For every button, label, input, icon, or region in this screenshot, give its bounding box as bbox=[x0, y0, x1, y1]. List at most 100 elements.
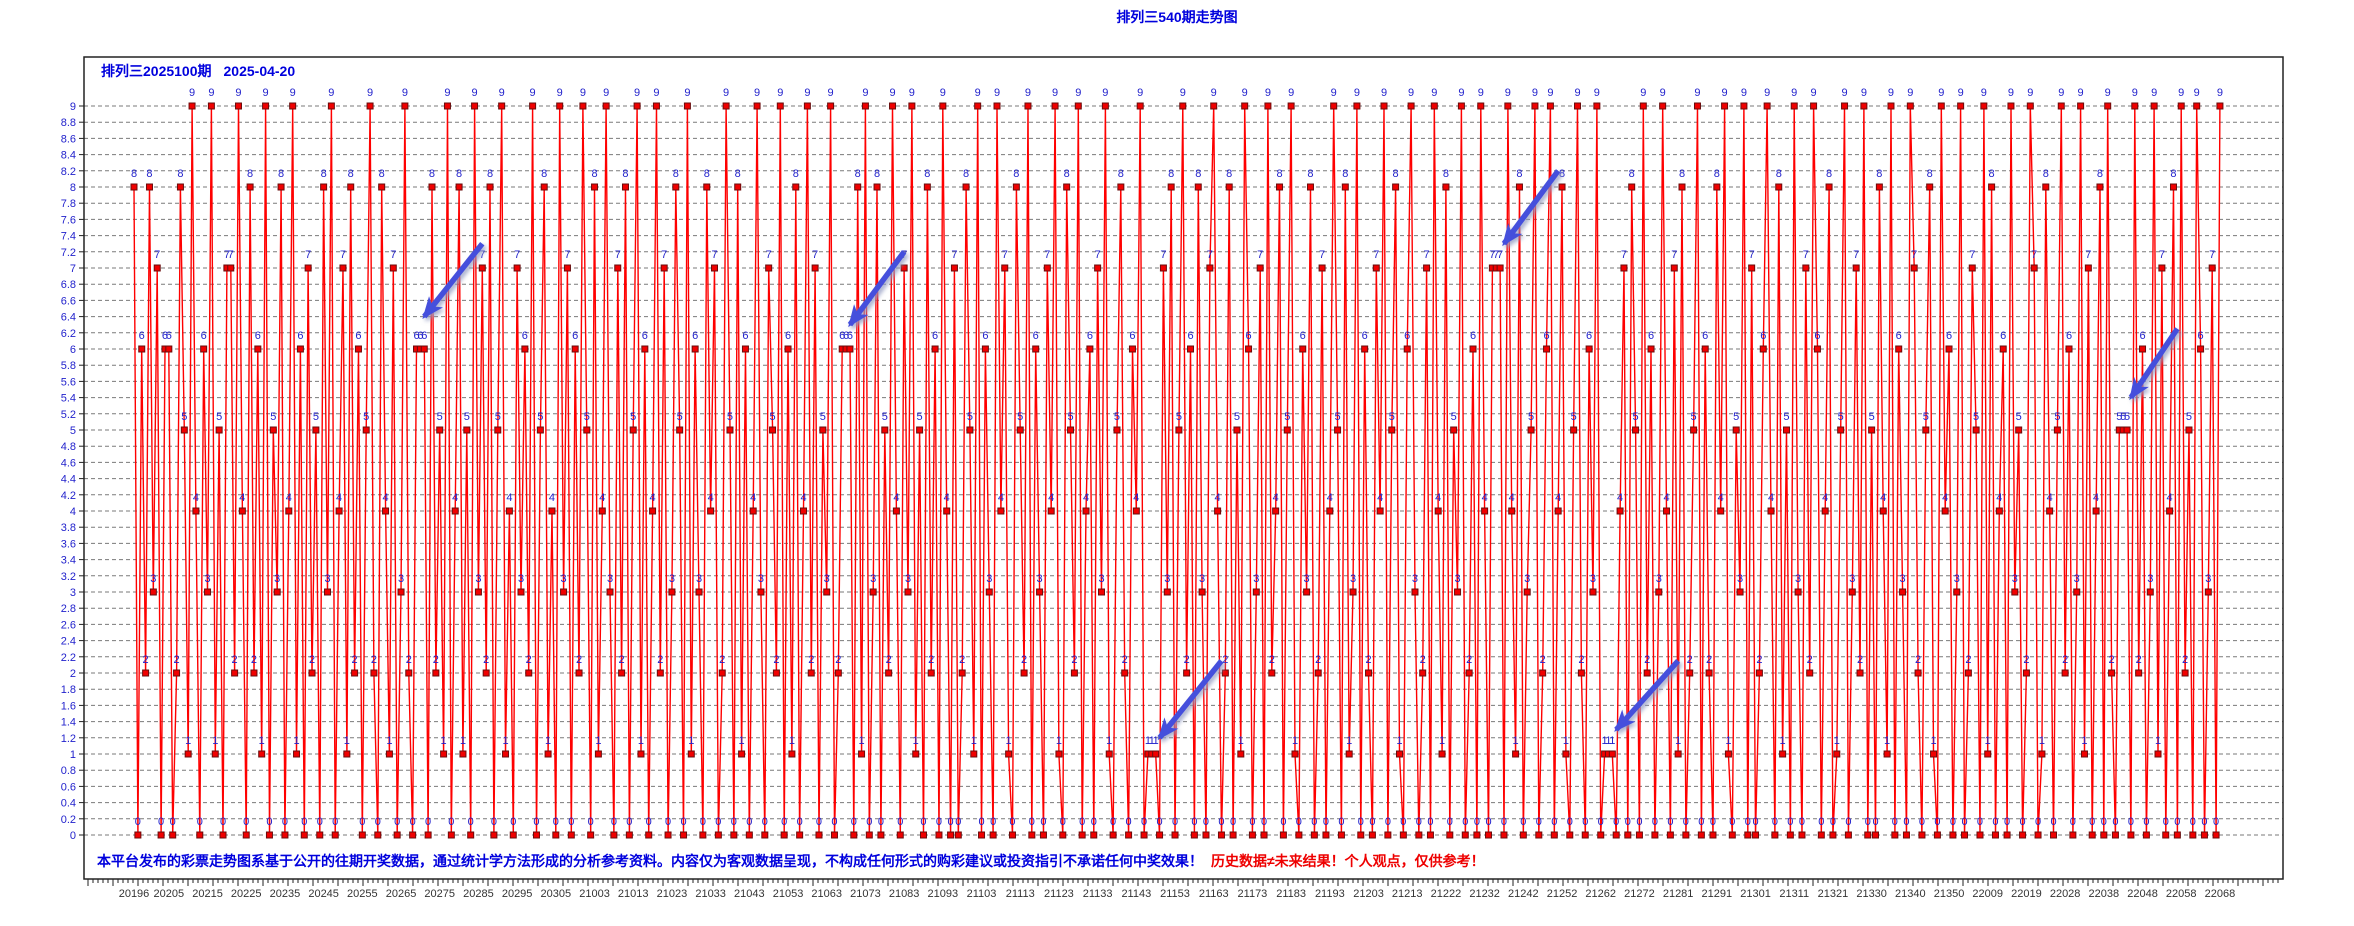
svg-text:9: 9 bbox=[1288, 87, 1294, 99]
svg-text:3: 3 bbox=[1954, 573, 1960, 585]
svg-text:7: 7 bbox=[1749, 249, 1755, 261]
svg-text:9: 9 bbox=[530, 87, 536, 99]
svg-text:8: 8 bbox=[146, 168, 152, 180]
svg-text:2: 2 bbox=[2136, 654, 2142, 666]
svg-text:1: 1 bbox=[1238, 735, 1244, 747]
svg-text:9: 9 bbox=[1052, 87, 1058, 99]
svg-text:0: 0 bbox=[1191, 816, 1197, 828]
svg-text:21301: 21301 bbox=[1740, 888, 1771, 900]
svg-text:6: 6 bbox=[847, 330, 853, 342]
svg-text:21340: 21340 bbox=[1895, 888, 1926, 900]
svg-text:8: 8 bbox=[1168, 168, 1174, 180]
svg-text:21023: 21023 bbox=[657, 888, 688, 900]
svg-text:21272: 21272 bbox=[1624, 888, 1655, 900]
svg-text:1: 1 bbox=[1149, 735, 1155, 747]
svg-text:0: 0 bbox=[1296, 816, 1302, 828]
svg-text:9: 9 bbox=[653, 87, 659, 99]
svg-text:7: 7 bbox=[1671, 249, 1677, 261]
svg-text:6: 6 bbox=[692, 330, 698, 342]
data-points bbox=[130, 102, 2224, 839]
svg-text:21113: 21113 bbox=[1006, 888, 1035, 900]
svg-text:5: 5 bbox=[727, 411, 733, 423]
svg-text:2: 2 bbox=[406, 654, 412, 666]
svg-text:3: 3 bbox=[1350, 573, 1356, 585]
svg-text:20255: 20255 bbox=[347, 888, 378, 900]
svg-text:1: 1 bbox=[1439, 735, 1445, 747]
svg-text:2: 2 bbox=[1644, 654, 1650, 666]
svg-text:0: 0 bbox=[1598, 816, 1604, 828]
svg-text:6: 6 bbox=[1648, 330, 1654, 342]
svg-text:9: 9 bbox=[1137, 87, 1143, 99]
svg-text:7: 7 bbox=[615, 249, 621, 261]
svg-text:3: 3 bbox=[2205, 573, 2211, 585]
svg-text:6.4: 6.4 bbox=[61, 312, 76, 324]
svg-text:9: 9 bbox=[2058, 87, 2064, 99]
svg-text:0: 0 bbox=[1536, 816, 1542, 828]
svg-text:0: 0 bbox=[2101, 816, 2107, 828]
svg-text:8.8: 8.8 bbox=[61, 117, 76, 129]
svg-text:0: 0 bbox=[781, 816, 787, 828]
svg-text:0: 0 bbox=[1385, 816, 1391, 828]
svg-text:0: 0 bbox=[410, 816, 416, 828]
svg-text:8: 8 bbox=[1307, 168, 1313, 180]
svg-text:5: 5 bbox=[1973, 411, 1979, 423]
svg-text:6: 6 bbox=[297, 330, 303, 342]
svg-text:1: 1 bbox=[70, 749, 76, 761]
svg-text:6: 6 bbox=[742, 330, 748, 342]
svg-text:7: 7 bbox=[1803, 249, 1809, 261]
svg-text:4.2: 4.2 bbox=[61, 490, 76, 502]
svg-text:21203: 21203 bbox=[1353, 888, 1384, 900]
svg-text:6: 6 bbox=[1760, 330, 1766, 342]
svg-text:2: 2 bbox=[1756, 654, 1762, 666]
svg-text:2: 2 bbox=[232, 654, 238, 666]
svg-text:4: 4 bbox=[1273, 492, 1279, 504]
svg-text:2: 2 bbox=[835, 654, 841, 666]
svg-text:3: 3 bbox=[1590, 573, 1596, 585]
svg-text:0: 0 bbox=[1567, 816, 1573, 828]
svg-text:9: 9 bbox=[1981, 87, 1987, 99]
svg-text:8: 8 bbox=[541, 168, 547, 180]
svg-text:22038: 22038 bbox=[2089, 888, 2120, 900]
svg-text:7: 7 bbox=[1044, 249, 1050, 261]
svg-text:6: 6 bbox=[2139, 330, 2145, 342]
svg-text:3: 3 bbox=[1253, 573, 1259, 585]
svg-text:0: 0 bbox=[2128, 816, 2134, 828]
svg-text:0: 0 bbox=[510, 816, 516, 828]
svg-text:9: 9 bbox=[1841, 87, 1847, 99]
svg-text:6: 6 bbox=[572, 330, 578, 342]
svg-text:6: 6 bbox=[139, 330, 145, 342]
svg-text:9: 9 bbox=[1938, 87, 1944, 99]
svg-text:0: 0 bbox=[2213, 816, 2219, 828]
svg-text:6: 6 bbox=[1362, 330, 1368, 342]
svg-text:22068: 22068 bbox=[2205, 888, 2236, 900]
svg-text:0: 0 bbox=[851, 816, 857, 828]
svg-text:9: 9 bbox=[684, 87, 690, 99]
svg-text:0: 0 bbox=[1427, 816, 1433, 828]
svg-text:6: 6 bbox=[1129, 330, 1135, 342]
svg-text:4: 4 bbox=[1509, 492, 1515, 504]
svg-text:4: 4 bbox=[893, 492, 899, 504]
svg-text:1: 1 bbox=[1346, 735, 1352, 747]
svg-text:7: 7 bbox=[812, 249, 818, 261]
svg-text:9: 9 bbox=[499, 87, 505, 99]
svg-text:9: 9 bbox=[940, 87, 946, 99]
svg-text:7: 7 bbox=[1002, 249, 1008, 261]
svg-text:9: 9 bbox=[2151, 87, 2157, 99]
svg-text:2: 2 bbox=[483, 654, 489, 666]
svg-text:20295: 20295 bbox=[502, 888, 533, 900]
svg-text:0: 0 bbox=[266, 816, 272, 828]
svg-text:0: 0 bbox=[680, 816, 686, 828]
svg-text:21193: 21193 bbox=[1315, 888, 1345, 900]
svg-text:1: 1 bbox=[638, 735, 644, 747]
svg-text:2.8: 2.8 bbox=[61, 603, 76, 615]
svg-text:6.6: 6.6 bbox=[61, 295, 76, 307]
svg-text:6: 6 bbox=[1586, 330, 1592, 342]
svg-text:21173: 21173 bbox=[1238, 888, 1268, 900]
svg-text:21163: 21163 bbox=[1199, 888, 1229, 900]
svg-text:5: 5 bbox=[2116, 411, 2122, 423]
svg-text:6: 6 bbox=[642, 330, 648, 342]
svg-text:2: 2 bbox=[1807, 654, 1813, 666]
svg-text:6.8: 6.8 bbox=[61, 279, 76, 291]
svg-text:5: 5 bbox=[1451, 411, 1457, 423]
svg-text:2: 2 bbox=[371, 654, 377, 666]
